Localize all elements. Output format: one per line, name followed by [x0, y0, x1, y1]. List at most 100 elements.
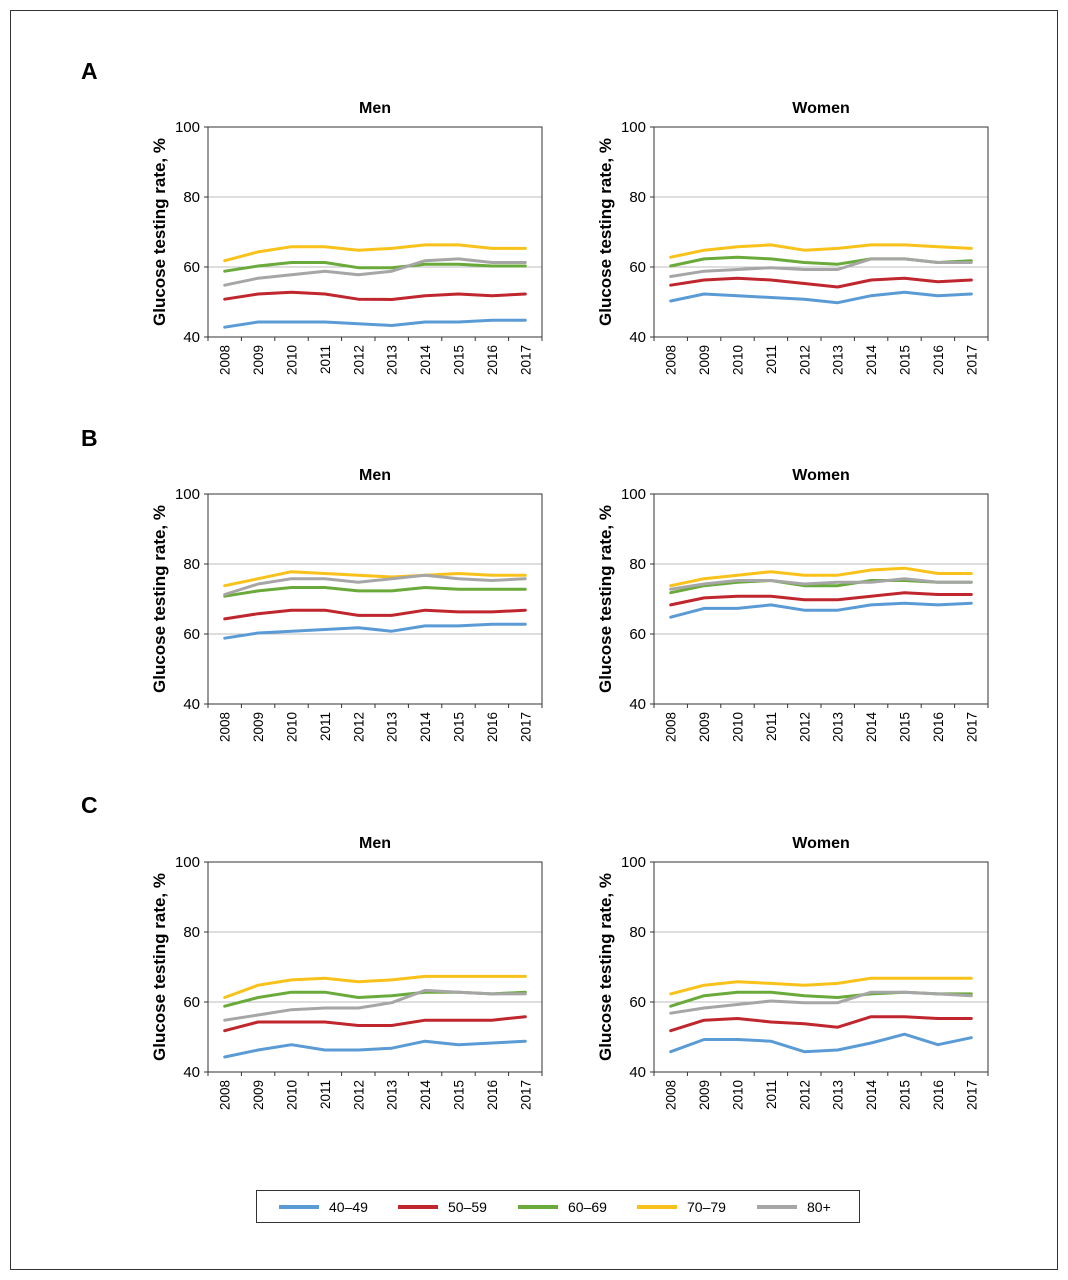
x-tick-label: 2013 — [831, 1080, 846, 1110]
chart-title: Women — [792, 100, 849, 117]
x-tick-label: 2014 — [418, 345, 433, 376]
series-line-70-79 — [223, 570, 527, 588]
legend-swatch-70-79 — [637, 1204, 677, 1209]
series-line-60-69 — [223, 586, 527, 598]
x-tick-label: 2017 — [518, 1080, 533, 1110]
y-tick-label: 100 — [621, 854, 646, 871]
x-tick-label: 2016 — [931, 712, 946, 742]
y-tick-label: 40 — [183, 1064, 200, 1081]
y-tick-label: 80 — [629, 924, 646, 941]
series-line-80 — [223, 257, 527, 287]
x-tick-label: 2017 — [964, 712, 979, 742]
chart-title: Women — [792, 835, 849, 852]
y-tick-label: 40 — [183, 329, 200, 346]
x-tick-label: 2009 — [251, 1080, 266, 1110]
y-axis-label: Glucose testing rate, % — [596, 138, 615, 326]
x-tick-label: 2015 — [452, 712, 467, 742]
x-tick-label: 2011 — [764, 1080, 779, 1109]
legend-swatch-80-plus — [757, 1204, 797, 1209]
x-tick-label: 2014 — [418, 712, 433, 743]
series-line-70-79 — [223, 974, 527, 999]
x-tick-label: 2008 — [664, 345, 679, 375]
series-line-50-59 — [669, 1015, 973, 1033]
y-axis-label: Glucose testing rate, % — [596, 873, 615, 1061]
x-tick-label: 2009 — [251, 712, 266, 742]
y-tick-label: 60 — [629, 259, 646, 276]
series-line-40-49 — [223, 1039, 527, 1059]
y-tick-label: 80 — [183, 924, 200, 941]
y-tick-label: 80 — [183, 189, 200, 206]
x-tick-label: 2010 — [731, 345, 746, 375]
y-tick-label: 100 — [175, 486, 200, 503]
legend-swatch-50-59 — [398, 1204, 438, 1209]
chart-c-women: Women Glucose testing rate, % 40 60 80 100 200… — [596, 835, 989, 1111]
y-tick-label: 60 — [183, 994, 200, 1011]
legend-swatch-60-69 — [518, 1204, 558, 1209]
y-tick-label: 40 — [629, 329, 646, 346]
x-tick-label: 2008 — [664, 712, 679, 742]
y-axis-label: Glucose testing rate, % — [150, 505, 169, 693]
x-tick-label: 2008 — [218, 1080, 233, 1110]
legend-label-80-plus: 80+ — [807, 1198, 831, 1215]
y-axis-label: Glucose testing rate, % — [596, 505, 615, 693]
chart-a-men: Men Glucose testing rate, % 40 60 80 100 2008 2… — [150, 100, 543, 376]
x-tick-label: 2014 — [864, 712, 879, 743]
y-tick-label: 40 — [183, 696, 200, 713]
x-tick-label: 2017 — [964, 1080, 979, 1110]
legend-swatch-40-49 — [279, 1204, 319, 1209]
x-tick-label: 2008 — [218, 345, 233, 375]
series-line-70-79 — [669, 243, 973, 259]
x-tick-label: 2017 — [964, 345, 979, 375]
series-line-50-59 — [669, 591, 973, 607]
series-line-40-49 — [669, 1032, 973, 1054]
x-tick-label: 2008 — [218, 712, 233, 742]
y-tick-label: 60 — [629, 994, 646, 1011]
y-tick-label: 100 — [175, 119, 200, 136]
y-tick-label: 40 — [629, 1064, 646, 1081]
series-line-70-79 — [223, 243, 527, 263]
legend-label-40-49: 40–49 — [329, 1198, 368, 1215]
x-tick-label: 2017 — [518, 345, 533, 375]
x-tick-label: 2013 — [385, 345, 400, 375]
x-tick-label: 2015 — [452, 345, 467, 375]
y-tick-label: 60 — [629, 626, 646, 643]
x-tick-label: 2011 — [318, 712, 333, 741]
x-tick-label: 2010 — [285, 1080, 300, 1110]
x-tick-label: 2011 — [318, 345, 333, 374]
series-line-80 — [223, 988, 527, 1022]
chart-b-men: Men Glucose testing rate, % 40 60 80 100 2008 2… — [150, 467, 543, 743]
chart-title: Men — [359, 835, 391, 852]
y-tick-label: 80 — [629, 556, 646, 573]
plot-border — [653, 126, 989, 338]
y-tick-label: 40 — [629, 696, 646, 713]
series-line-40-49 — [223, 622, 527, 640]
x-tick-label: 2010 — [731, 712, 746, 742]
y-tick-label: 60 — [183, 626, 200, 643]
legend-item-50-59: 50–59 — [398, 1191, 487, 1222]
plot-border — [207, 493, 543, 705]
legend-item-40-49: 40–49 — [279, 1191, 368, 1222]
panel-letter-a: A — [81, 58, 98, 84]
x-tick-label: 2012 — [797, 1080, 812, 1110]
series-line-50-59 — [223, 608, 527, 621]
x-tick-label: 2014 — [864, 1080, 879, 1111]
x-tick-label: 2010 — [285, 712, 300, 742]
x-tick-label: 2011 — [318, 1080, 333, 1109]
legend-item-70-79: 70–79 — [637, 1191, 726, 1222]
legend-label-60-69: 60–69 — [568, 1198, 607, 1215]
y-tick-label: 100 — [175, 854, 200, 871]
x-tick-label: 2015 — [898, 345, 913, 375]
x-tick-label: 2016 — [485, 1080, 500, 1110]
y-axis-label: Glucose testing rate, % — [150, 873, 169, 1061]
x-tick-label: 2010 — [731, 1080, 746, 1110]
chart-title: Men — [359, 467, 391, 484]
x-tick-label: 2015 — [452, 1080, 467, 1110]
y-tick-label: 100 — [621, 119, 646, 136]
x-tick-label: 2012 — [797, 712, 812, 742]
series-line-80 — [223, 573, 527, 596]
series-line-50-59 — [223, 1015, 527, 1033]
legend-item-80-plus: 80+ — [757, 1191, 831, 1222]
x-tick-label: 2011 — [764, 712, 779, 741]
chart-c-men: Men Glucose testing rate, % 40 60 80 100 2008 2… — [150, 835, 543, 1110]
x-tick-label: 2009 — [251, 345, 266, 375]
